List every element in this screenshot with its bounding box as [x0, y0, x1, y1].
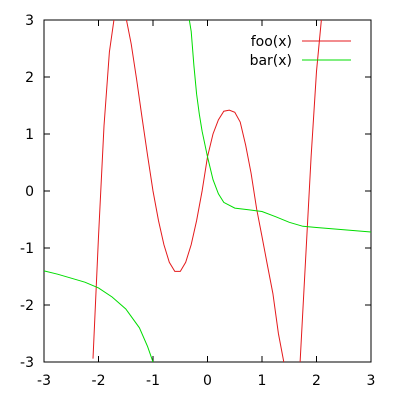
- curves: [44, 20, 371, 362]
- x-tick-label: 1: [258, 373, 267, 389]
- plot-area: [43, 19, 372, 363]
- y-tick-label: -1: [20, 241, 34, 257]
- x-tick-label: 3: [367, 373, 376, 389]
- series-1-line: [299, 20, 322, 362]
- x-tick-label: -1: [146, 373, 160, 389]
- tick-labels: -3 -2 -1 0 1 2 3 -3 -2 -1 0 1 2 3: [20, 13, 375, 389]
- x-tick-label: 0: [203, 373, 212, 389]
- series-2-line: [44, 270, 154, 362]
- x-tick-label: -2: [92, 373, 106, 389]
- legend: foo(x) bar(x): [250, 34, 351, 69]
- series-2-line: [188, 20, 371, 233]
- y-tick-label: 2: [25, 70, 34, 86]
- y-tick-label: -3: [20, 355, 34, 371]
- x-tick-label: 2: [312, 373, 321, 389]
- ticks: [43, 19, 372, 363]
- series-1-line: [92, 20, 285, 362]
- y-tick-label: 1: [25, 127, 34, 143]
- y-tick-label: 0: [25, 184, 34, 200]
- y-tick-label: -2: [20, 298, 34, 314]
- legend-label-1: foo(x): [251, 34, 292, 50]
- y-tick-label: 3: [25, 13, 34, 29]
- legend-label-2: bar(x): [250, 53, 292, 69]
- x-tick-label: -3: [37, 373, 51, 389]
